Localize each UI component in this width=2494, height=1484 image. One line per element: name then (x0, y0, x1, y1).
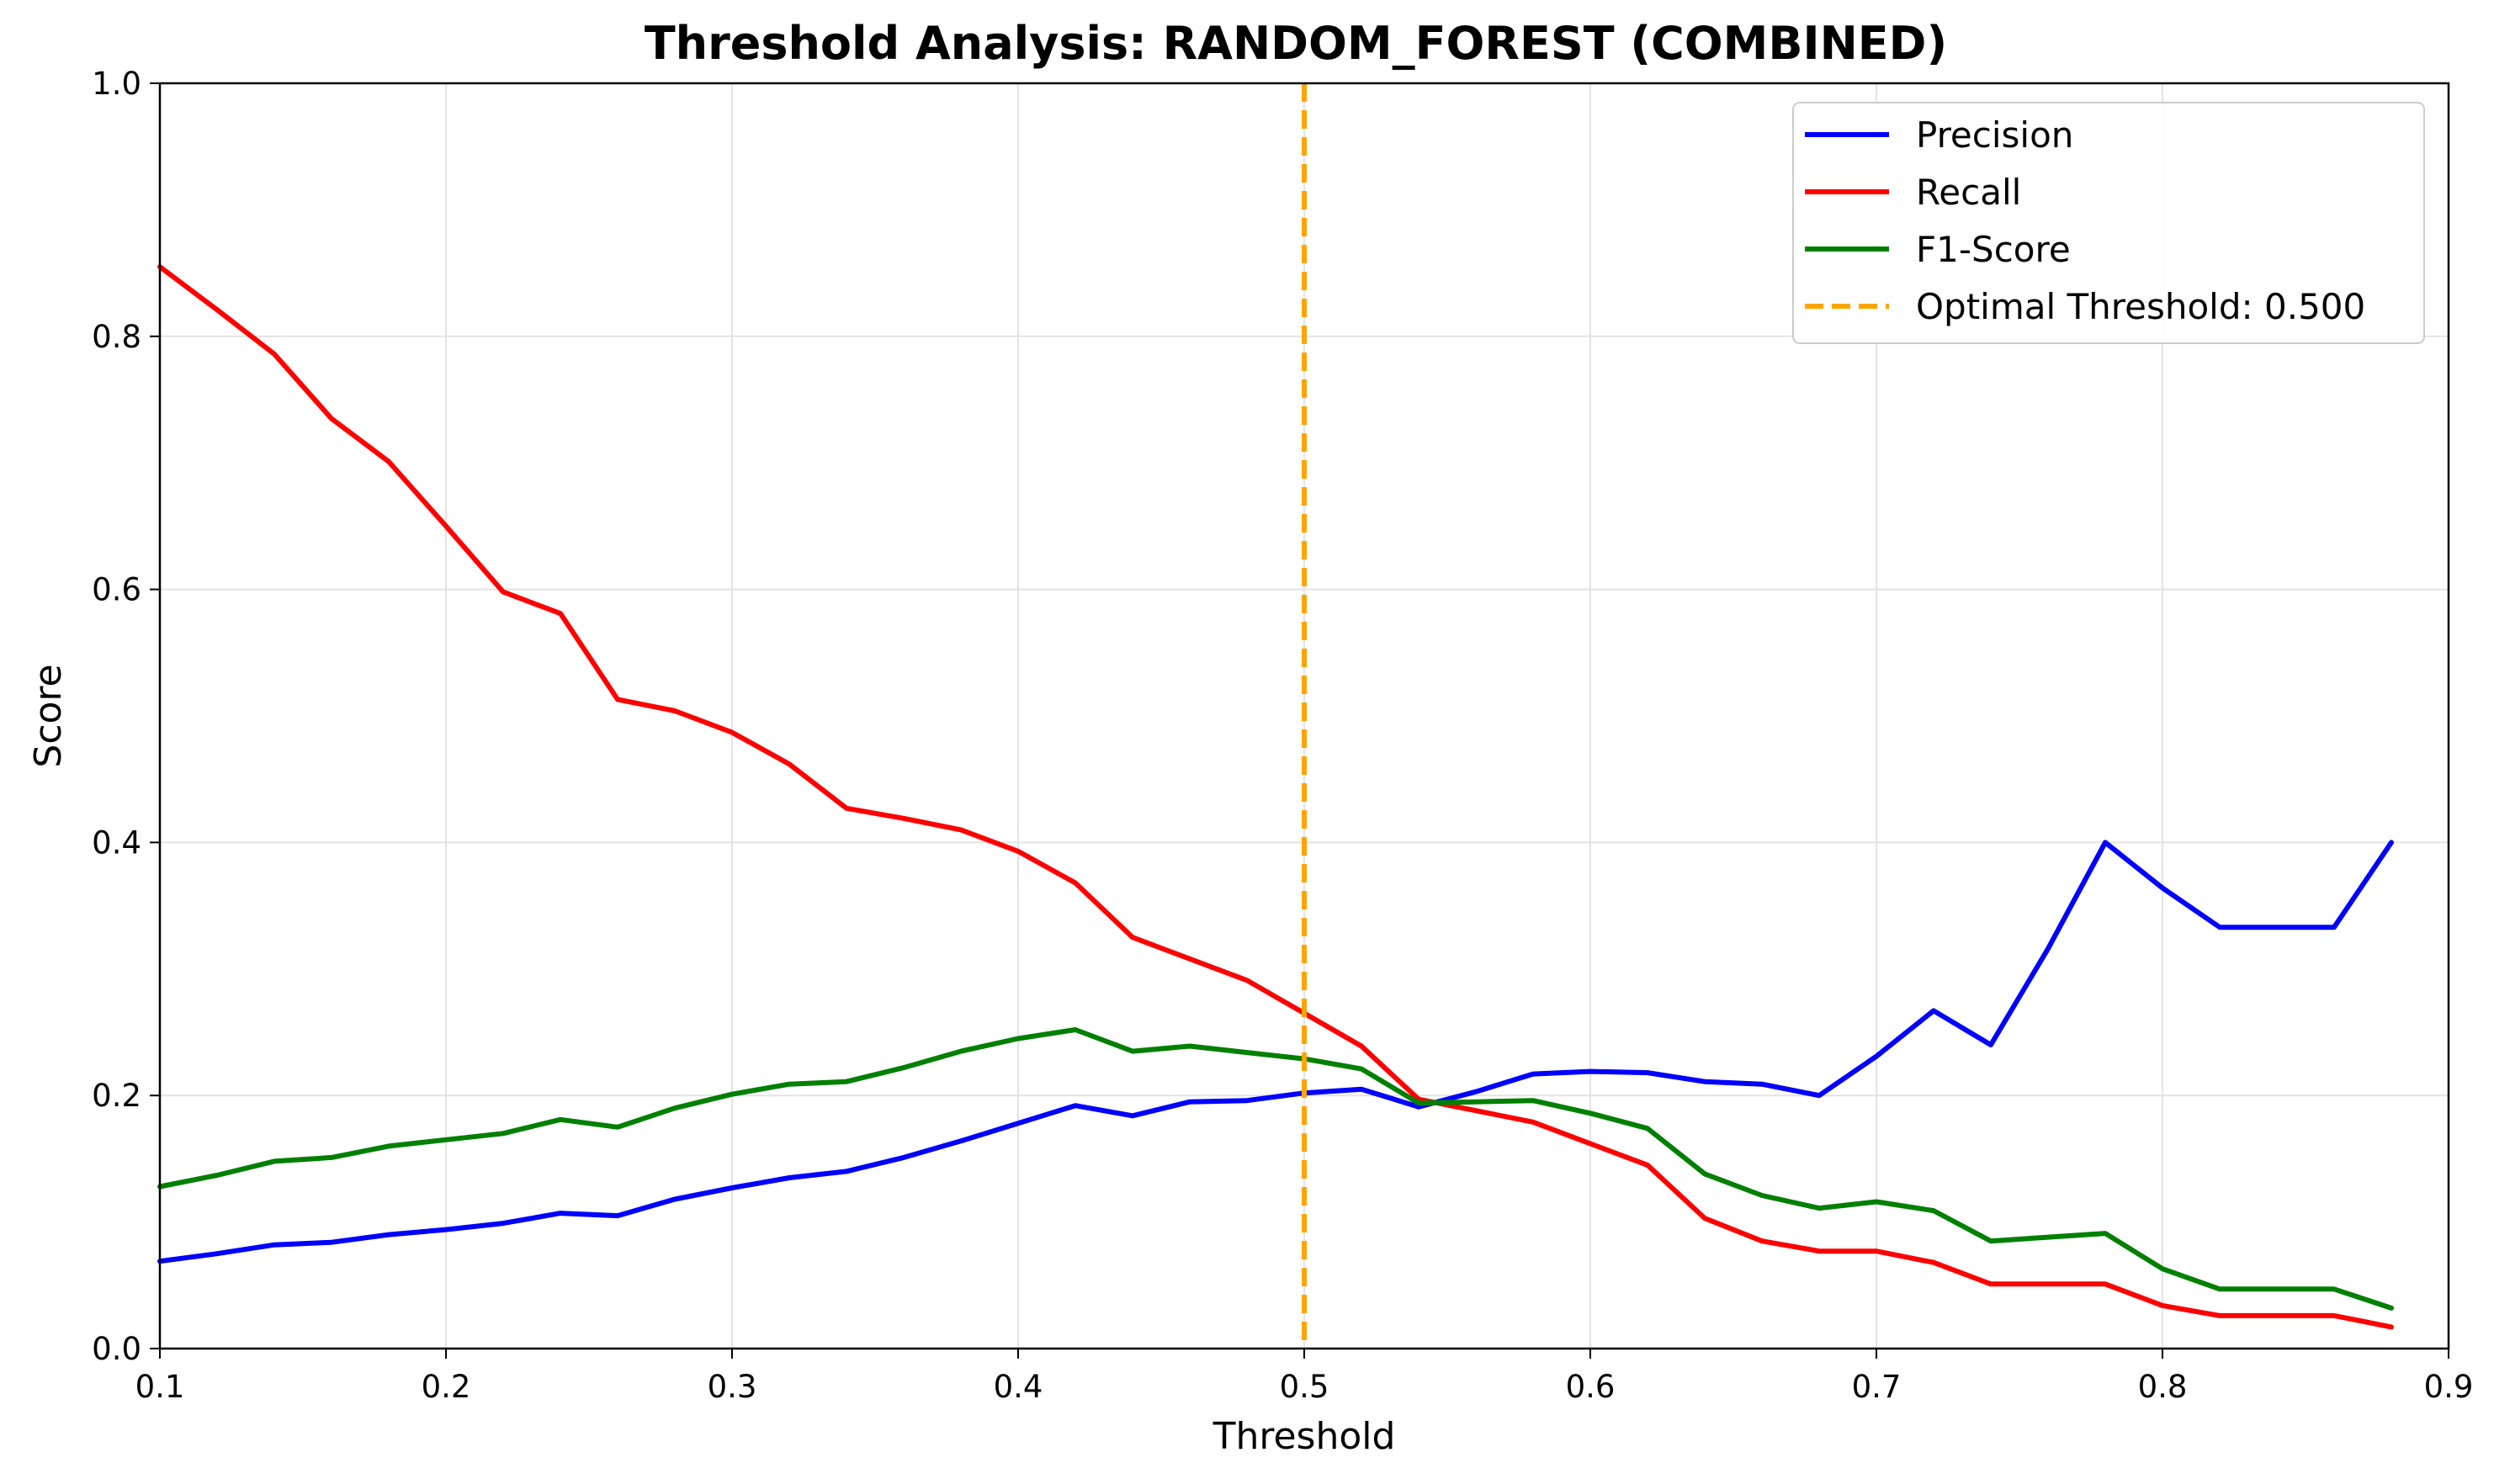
x-tick-label: 0.2 (422, 1369, 471, 1405)
x-tick-label: 0.8 (2138, 1369, 2188, 1405)
y-tick-label: 0.2 (92, 1078, 141, 1114)
x-axis-label: Threshold (1213, 1415, 1396, 1458)
y-tick-label: 0.4 (92, 824, 141, 861)
x-tick-label: 0.9 (2424, 1369, 2474, 1405)
y-axis-label: Score (27, 664, 70, 767)
legend-label: Recall (1916, 172, 2021, 213)
legend-label: Precision (1916, 114, 2073, 156)
legend-label: F1-Score (1916, 229, 2071, 270)
legend: Precision Recall F1-Score Optimal Threshold… (1792, 102, 2425, 344)
series-lines (157, 264, 2394, 1330)
series-line-f1-score (157, 1027, 2394, 1311)
x-tick-label: 0.5 (1280, 1369, 1329, 1405)
legend-box (1792, 102, 2425, 344)
y-tick-label: 0.0 (92, 1331, 141, 1367)
x-tick-label: 0.6 (1566, 1369, 1616, 1405)
x-tick-label: 0.4 (994, 1369, 1043, 1405)
y-tick-label: 0.8 (92, 319, 141, 355)
x-tick-label: 0.7 (1852, 1369, 1902, 1405)
y-tick-label: 1.0 (92, 66, 141, 102)
axis-ticks: 0.1 0.2 0.3 0.4 0.5 0.6 0.7 0.8 0.9 0.0 0.2 0.4 0.6 0… (92, 66, 2473, 1405)
x-tick-label: 0.1 (135, 1369, 185, 1405)
chart-title: Threshold Analysis: RANDOM_FOREST (COMBI… (645, 17, 1947, 70)
series-line-precision (157, 840, 2394, 1264)
series-line-recall (157, 264, 2394, 1330)
x-tick-label: 0.3 (708, 1369, 757, 1405)
y-tick-label: 0.6 (92, 572, 141, 608)
legend-label: Optimal Threshold: 0.500 (1916, 286, 2365, 327)
